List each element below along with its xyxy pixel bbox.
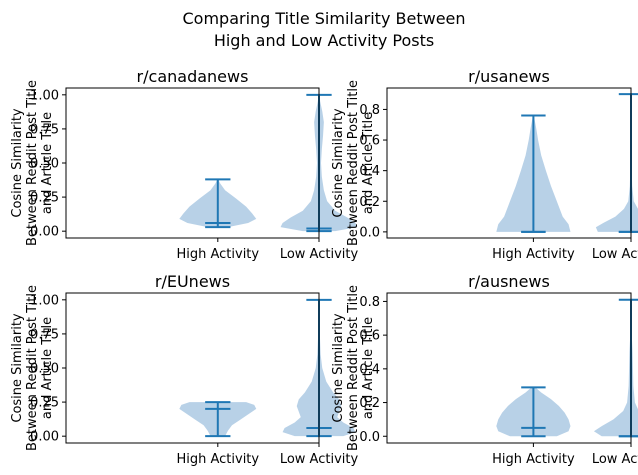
subplot-title: r/canadanews: [137, 67, 249, 86]
violin-body: [593, 299, 638, 437]
y-tick-label: 0.0: [359, 430, 380, 445]
subplot-3: 0.00 0.25 0.50 0.75 1.00 High Activity Low Act…: [10, 272, 358, 467]
y-tick-label: 0.00: [30, 225, 59, 240]
y-axis-label: Cosine Similarity: [331, 108, 346, 218]
y-axis-label: and Article Title: [40, 317, 55, 419]
y-tick-label: 0.00: [30, 430, 59, 445]
y-tick-label: 0.0: [359, 225, 380, 240]
subplot-title: r/ausnews: [468, 272, 550, 291]
y-axis-label: and Article Title: [361, 317, 376, 419]
y-tick-label: 0.25: [30, 396, 59, 411]
y-axis-label: Cosine Similarity: [331, 313, 346, 423]
y-tick-label: 0.75: [30, 122, 59, 137]
y-axis-label: Between Reddit Post Title: [346, 80, 361, 246]
x-tick-label: High Activity: [176, 452, 259, 467]
subplot-title: r/EUnews: [155, 272, 230, 291]
y-axis-label: Cosine Similarity: [10, 108, 25, 218]
y-axis-label: Cosine Similarity: [10, 313, 25, 423]
x-tick-label: Low Activity: [592, 452, 638, 467]
y-tick-label: 1.00: [30, 88, 59, 103]
subplots: 0.00 0.25 0.50 0.75 1.00 High Activity Low Act…: [10, 67, 638, 467]
subplot-4: 0.0 0.2 0.4 0.6 0.8 High Activity Low Activity…: [331, 272, 638, 467]
y-tick-label: 0.4: [359, 164, 380, 179]
y-tick-label: 0.50: [30, 157, 59, 172]
subplot-title: r/usanews: [468, 67, 550, 86]
y-tick-label: 0.2: [359, 195, 380, 210]
y-tick-label: 0.50: [30, 362, 59, 377]
y-axis-label: Between Reddit Post Title: [346, 285, 361, 451]
y-tick-label: 0.8: [359, 103, 380, 118]
subplot-1: 0.00 0.25 0.50 0.75 1.00 High Activity Low Act…: [10, 67, 358, 262]
y-tick-label: 0.4: [359, 362, 380, 377]
x-tick-label: Low Activity: [280, 247, 359, 262]
axes-frame: [386, 292, 632, 444]
y-tick-label: 1.00: [30, 293, 59, 308]
subplot-2: 0.0 0.2 0.4 0.6 0.8 High Activity Low Activity…: [331, 67, 638, 262]
y-axis-label: Between Reddit Post Title: [25, 285, 40, 451]
violin-body: [595, 94, 638, 232]
figure-title-line-2: High and Low Activity Posts: [214, 31, 434, 50]
y-tick-label: 0.2: [359, 396, 380, 411]
y-tick-label: 0.6: [359, 134, 380, 149]
y-axis-label: and Article Title: [40, 112, 55, 214]
y-axis-label: Between Reddit Post Title: [25, 80, 40, 246]
figure-title-line-1: Comparing Title Similarity Between: [182, 9, 465, 28]
x-tick-label: High Activity: [492, 452, 575, 467]
axes-frame: [65, 292, 320, 444]
y-tick-label: 0.8: [359, 295, 380, 310]
y-tick-label: 0.25: [30, 191, 59, 206]
x-tick-label: Low Activity: [280, 452, 359, 467]
x-tick-label: High Activity: [176, 247, 259, 262]
y-axis-label: and Article Title: [361, 112, 376, 214]
axes-frame: [386, 87, 632, 239]
y-tick-label: 0.6: [359, 329, 380, 344]
x-tick-label: Low Activity: [592, 247, 638, 262]
y-tick-label: 0.75: [30, 327, 59, 342]
x-tick-label: High Activity: [492, 247, 575, 262]
